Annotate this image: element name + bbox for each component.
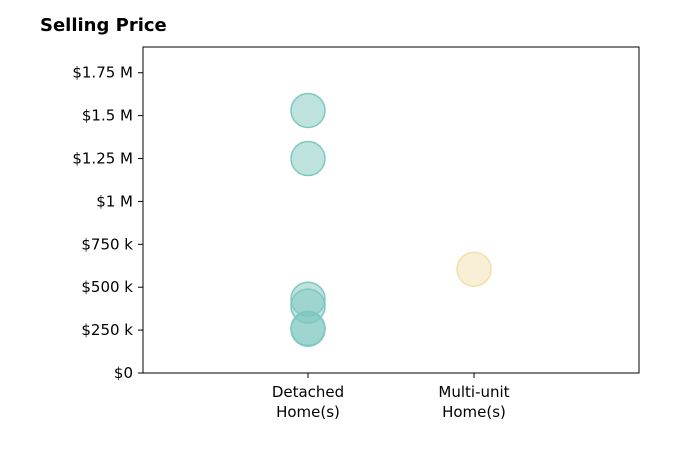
y-tick-label: $250 k (81, 321, 133, 339)
y-tick-label: $750 k (81, 235, 133, 253)
y-tick-label: $0 (114, 364, 133, 382)
x-tick-label: Detached Home(s) (272, 383, 344, 421)
y-tick-label: $1.25 M (72, 150, 133, 168)
data-point (290, 92, 326, 129)
data-points (290, 92, 492, 347)
data-point (456, 251, 492, 287)
x-tick-label: Multi-unit Home(s) (438, 383, 509, 421)
y-tick-label: $1.5 M (82, 107, 133, 125)
y-tick-label: $1 M (96, 192, 133, 210)
plot-frame (142, 46, 640, 374)
data-point (290, 140, 326, 177)
data-point (290, 311, 326, 347)
plot-area-border (142, 46, 640, 374)
y-tick-label: $1.75 M (72, 64, 133, 82)
chart-title: Selling Price (40, 15, 167, 36)
y-tick-label: $500 k (81, 278, 133, 296)
y-axis: $0 $250 k $500 k $750 k $1 M $1.25 M $1.5 M $1.… (72, 64, 143, 382)
x-axis: Detached Home(s) Multi-unit Home(s) (272, 373, 510, 421)
